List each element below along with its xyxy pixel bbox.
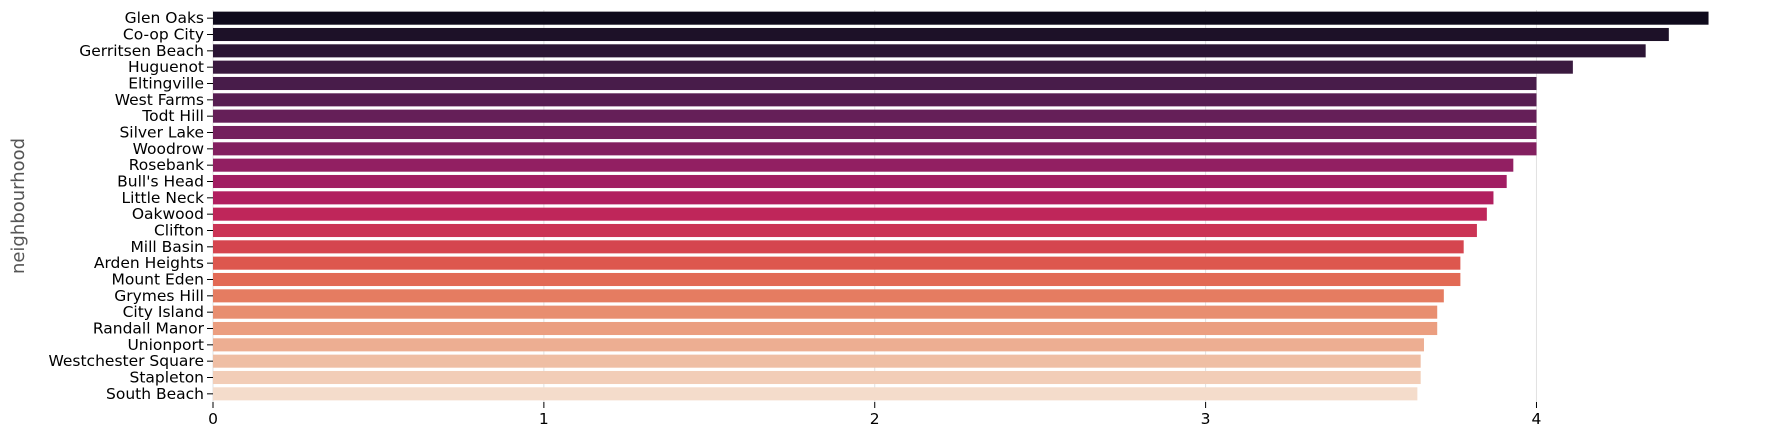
y-tick-label: Little Neck: [122, 189, 205, 207]
y-tick-label: Unionport: [127, 336, 204, 354]
x-axis: 0 1 2 3 4: [208, 402, 1541, 428]
y-tick-label: Mill Basin: [130, 238, 204, 256]
grid: [212, 10, 1537, 402]
bar: [213, 93, 1537, 107]
y-tick-label: South Beach: [106, 385, 204, 403]
x-tick-label: 1: [539, 410, 549, 428]
y-tick-label: Oakwood: [132, 205, 204, 223]
bar: [213, 289, 1444, 303]
y-tick-label: Grymes Hill: [114, 287, 204, 305]
bar: [213, 256, 1461, 270]
y-axis-title: neighbourhood: [8, 138, 29, 274]
bar: [213, 223, 1477, 238]
y-tick-label: Eltingville: [128, 75, 204, 93]
y-tick-label: Clifton: [154, 222, 204, 240]
y-tick-label: Silver Lake: [119, 124, 204, 142]
bar: [213, 387, 1418, 401]
y-tick-label: Huguenot: [128, 58, 204, 76]
y-tick-label: Bull's Head: [117, 173, 204, 191]
y-tick-label: Mount Eden: [111, 271, 204, 289]
bar: [213, 60, 1573, 74]
y-tick-label: Todt Hill: [141, 107, 204, 125]
bar: [213, 11, 1709, 25]
y-tick-label: Co-op City: [123, 26, 204, 44]
bar: [213, 158, 1514, 172]
bar: [213, 305, 1438, 319]
bar: [213, 76, 1537, 91]
bar: [213, 207, 1487, 221]
y-tick-label: City Island: [123, 303, 204, 321]
y-tick-label: Gerritsen Beach: [79, 42, 204, 60]
bars: [213, 11, 1709, 401]
bar: [213, 370, 1421, 385]
x-tick-label: 4: [1532, 410, 1542, 428]
bar: [213, 321, 1438, 336]
x-tick-label: 3: [1201, 410, 1211, 428]
bar: [213, 44, 1646, 58]
bar: [213, 109, 1537, 123]
y-tick-label: West Farms: [115, 91, 204, 109]
x-tick-label: 0: [208, 410, 218, 428]
y-tick-label: Woodrow: [133, 140, 205, 158]
y-tick-label: Arden Heights: [94, 254, 204, 272]
y-tick-label: Stapleton: [130, 369, 204, 387]
x-tick-label: 2: [870, 410, 880, 428]
bar: [213, 174, 1507, 189]
bar: [213, 191, 1494, 205]
bar: [213, 142, 1537, 156]
y-tick-label: Westchester Square: [48, 352, 204, 370]
y-tick-label: Randall Manor: [93, 320, 205, 338]
bar: [213, 354, 1421, 368]
bar: [213, 338, 1424, 352]
y-tick-label: Glen Oaks: [125, 9, 204, 27]
bar: [213, 272, 1461, 287]
y-tick-label: Rosebank: [129, 156, 204, 174]
bar: [213, 27, 1669, 42]
bar: [213, 240, 1464, 254]
bar: [213, 125, 1537, 140]
